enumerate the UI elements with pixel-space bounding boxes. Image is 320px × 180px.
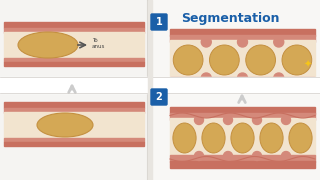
Ellipse shape <box>231 123 254 153</box>
Ellipse shape <box>201 37 211 47</box>
Bar <box>4 102 144 108</box>
Ellipse shape <box>282 152 291 161</box>
Bar <box>170 161 315 168</box>
Ellipse shape <box>252 152 261 161</box>
Ellipse shape <box>260 123 283 153</box>
Bar <box>170 35 315 42</box>
Bar <box>4 28 144 33</box>
Ellipse shape <box>289 123 312 153</box>
Ellipse shape <box>274 73 284 83</box>
Bar <box>0 0 148 180</box>
Ellipse shape <box>246 45 276 75</box>
Ellipse shape <box>37 113 93 137</box>
Ellipse shape <box>252 116 261 125</box>
Bar <box>0 77 148 93</box>
Ellipse shape <box>173 123 196 153</box>
Bar <box>170 107 315 114</box>
Ellipse shape <box>282 45 312 75</box>
Bar <box>170 77 315 84</box>
Ellipse shape <box>237 37 247 47</box>
Ellipse shape <box>202 123 225 153</box>
Text: anus: anus <box>92 44 105 49</box>
Text: ✦: ✦ <box>304 60 312 70</box>
Text: Segmentation: Segmentation <box>181 12 279 25</box>
FancyBboxPatch shape <box>151 89 167 105</box>
Ellipse shape <box>223 116 233 125</box>
Ellipse shape <box>18 32 78 58</box>
Text: To: To <box>92 38 98 43</box>
FancyBboxPatch shape <box>151 14 167 30</box>
Bar <box>170 113 315 120</box>
Bar <box>170 155 315 162</box>
Ellipse shape <box>223 152 233 161</box>
Bar <box>4 138 144 142</box>
Ellipse shape <box>282 116 291 125</box>
Bar <box>148 0 152 180</box>
Bar <box>152 77 320 93</box>
Text: 1: 1 <box>156 17 162 27</box>
Bar <box>4 62 144 66</box>
Bar <box>4 32 144 58</box>
Ellipse shape <box>195 152 204 161</box>
Ellipse shape <box>201 73 211 83</box>
Bar <box>4 108 144 113</box>
Bar <box>170 83 315 90</box>
Bar <box>152 0 320 180</box>
Bar <box>4 58 144 62</box>
Bar <box>4 112 144 138</box>
Bar <box>4 142 144 146</box>
Ellipse shape <box>237 73 247 83</box>
Ellipse shape <box>210 45 239 75</box>
Bar <box>4 22 144 28</box>
Ellipse shape <box>195 116 204 125</box>
Text: 2: 2 <box>156 92 162 102</box>
Bar <box>170 118 315 156</box>
Bar <box>170 29 315 36</box>
Bar <box>170 40 315 78</box>
Ellipse shape <box>274 37 284 47</box>
Ellipse shape <box>173 45 203 75</box>
